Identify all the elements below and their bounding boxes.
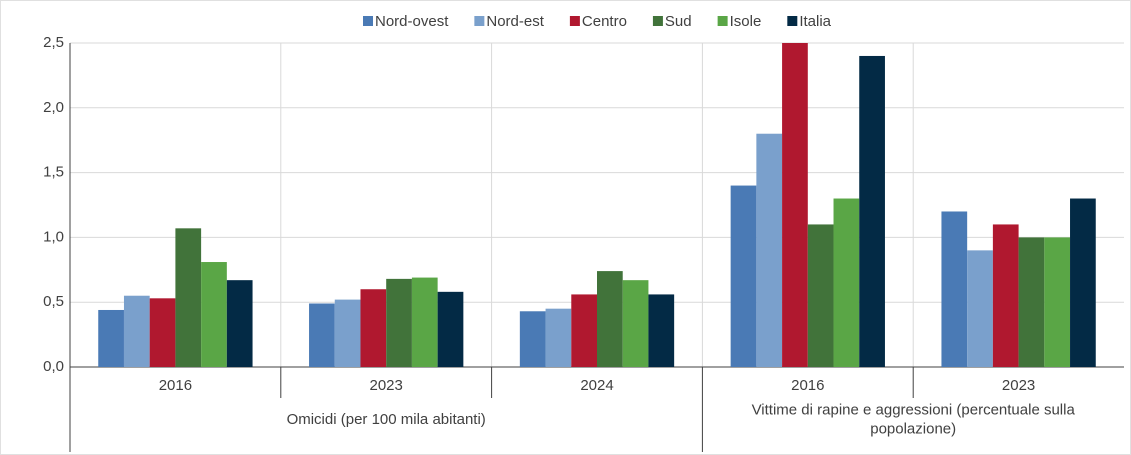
x-tick-label: 2016 [159, 377, 192, 394]
legend-label: Centro [582, 13, 627, 30]
y-tick-label: 1,5 [43, 164, 64, 181]
bar [437, 291, 464, 367]
legend-label: Sud [665, 13, 692, 30]
bar [648, 294, 675, 367]
bar [545, 308, 572, 367]
bar [833, 198, 860, 367]
y-tick-label: 2,5 [43, 34, 64, 51]
legend-swatch [569, 16, 580, 26]
legend-label: Nord-est [486, 13, 544, 30]
x-tick-label: 2023 [370, 377, 403, 394]
bar [519, 311, 546, 367]
legend-label: Isole [730, 13, 762, 30]
legend-label: Nord-ovest [375, 13, 449, 30]
legend-swatch [787, 16, 798, 26]
group-label: Omicidi (per 100 mila abitanti) [287, 411, 486, 428]
bar [123, 295, 150, 367]
bar [571, 294, 597, 367]
legend-swatch [474, 16, 485, 26]
legend-label: Italia [799, 13, 831, 30]
bar [309, 303, 335, 367]
group-label: Vittime di rapine e aggressioni (percent… [752, 401, 1076, 437]
bar [730, 185, 757, 367]
bar [1018, 237, 1045, 367]
bar [1044, 237, 1071, 367]
bar [941, 211, 968, 367]
x-tick-label: 2024 [580, 377, 613, 394]
bar [98, 309, 124, 367]
bar [756, 133, 783, 367]
legend-swatch [652, 16, 663, 26]
bar [782, 43, 808, 367]
bar [149, 298, 176, 367]
bar [967, 250, 993, 367]
bar [992, 224, 1019, 367]
legend-swatch [717, 16, 728, 26]
bar [386, 278, 412, 367]
bar [622, 280, 649, 367]
y-tick-label: 0,5 [43, 293, 64, 310]
legend-swatch [363, 16, 373, 26]
y-tick-label: 0,0 [43, 358, 64, 375]
bar [597, 271, 623, 367]
y-tick-label: 2,0 [43, 99, 64, 116]
x-tick-label: 2016 [791, 377, 824, 394]
y-tick-label: 1,0 [43, 228, 64, 245]
bar [201, 262, 227, 367]
bar [859, 55, 885, 368]
bar [807, 224, 834, 367]
bar [1070, 198, 1096, 367]
x-tick-label: 2023 [1002, 377, 1035, 394]
bar [411, 277, 438, 367]
bar [334, 299, 361, 367]
bar [360, 289, 387, 367]
bar [175, 228, 202, 367]
bar [226, 280, 253, 367]
